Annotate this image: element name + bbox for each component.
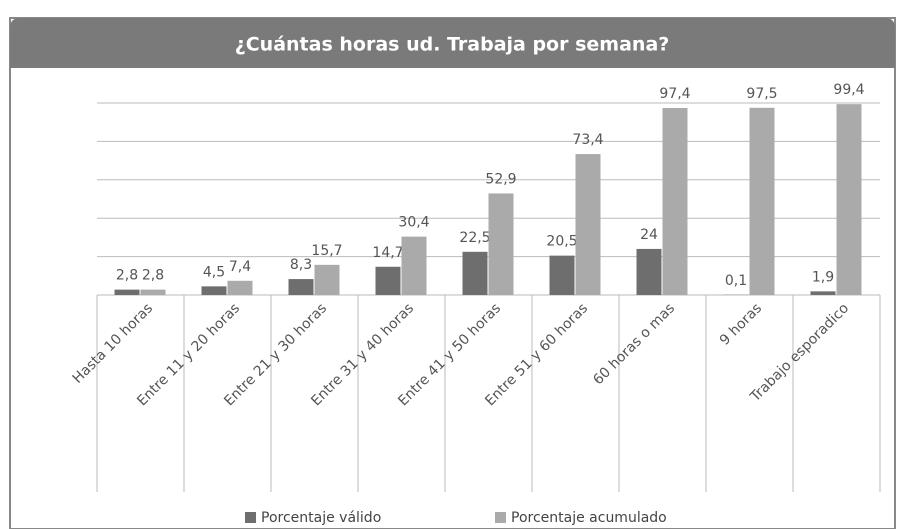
data-label: 99,4 (833, 82, 864, 98)
data-label: 14,7 (372, 245, 403, 261)
data-label: 22,5 (459, 230, 490, 246)
bar (114, 289, 140, 295)
bar (636, 248, 662, 295)
bar (288, 279, 314, 295)
bar (810, 291, 836, 295)
data-label: 30,4 (398, 215, 429, 231)
data-label: 97,5 (746, 86, 777, 102)
data-label: 73,4 (572, 132, 603, 148)
data-label: 20,5 (546, 234, 577, 250)
bar (836, 104, 862, 295)
data-label: 2,8 (116, 268, 138, 284)
title-bar (10, 18, 895, 68)
data-label: 97,4 (659, 86, 690, 102)
bar (662, 107, 688, 295)
bar (140, 289, 166, 295)
data-label: 8,3 (290, 257, 312, 273)
data-label: 2,8 (142, 268, 164, 284)
bar (462, 251, 488, 295)
data-label: 24 (640, 227, 658, 243)
data-label: 4,5 (203, 264, 225, 280)
bar (749, 107, 775, 295)
bar (549, 255, 575, 295)
bar (314, 264, 340, 295)
data-label: 15,7 (311, 243, 342, 259)
bar (401, 236, 427, 295)
data-label: 52,9 (485, 171, 516, 187)
legend-swatch (495, 512, 506, 523)
legend-label: Porcentaje válido (261, 510, 381, 526)
data-label: 7,4 (229, 259, 251, 275)
data-label: 1,9 (812, 269, 834, 285)
bar (201, 286, 227, 295)
legend-label: Porcentaje acumulado (511, 510, 667, 526)
bar (227, 280, 253, 295)
bar (375, 266, 401, 295)
data-label: 0,1 (725, 273, 747, 289)
bar (488, 193, 514, 295)
legend-swatch (245, 512, 256, 523)
bar (575, 154, 601, 295)
chart-title: ¿Cuántas horas ud. Trabaja por semana? (235, 34, 670, 56)
